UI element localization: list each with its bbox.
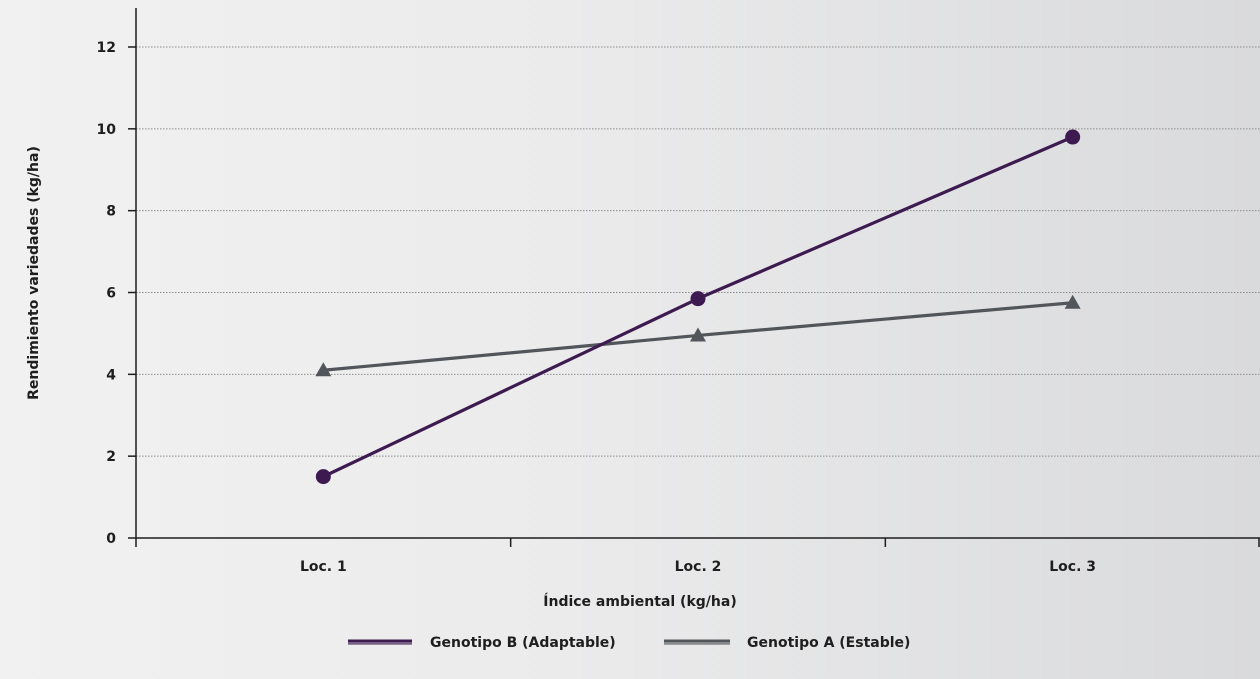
y-tick-label: 12 (97, 40, 116, 56)
x-ticks: Loc. 1 Loc. 2 Loc. 3 (135, 538, 1260, 575)
x-axis-title: Índice ambiental (kg/ha) (543, 593, 736, 610)
y-tick-label: 4 (106, 367, 116, 383)
legend-label-genotipo-a: Genotipo A (Estable) (747, 635, 910, 651)
x-tick-label: Loc. 3 (1049, 559, 1096, 575)
axes (135, 8, 1260, 539)
x-tick-label: Loc. 1 (300, 559, 347, 575)
legend-item-genotipo-b: Genotipo B (Adaptable) (348, 635, 616, 651)
data-point-genotipo-a (1064, 294, 1081, 309)
y-tick-label: 6 (106, 286, 116, 302)
legend: Genotipo B (Adaptable) Genotipo A (Estab… (348, 635, 910, 651)
y-tick-label: 10 (97, 122, 117, 138)
x-tick-label: Loc. 2 (675, 559, 722, 575)
y-tick-label: 0 (106, 531, 116, 547)
legend-label-genotipo-b: Genotipo B (Adaptable) (430, 635, 616, 651)
legend-item-genotipo-a: Genotipo A (Estable) (664, 635, 910, 651)
gridlines (136, 46, 1260, 457)
y-axis-title: Rendimiento variedades (kg/ha) (26, 146, 42, 400)
y-ticks: 0 2 4 6 8 10 12 (97, 40, 136, 547)
y-tick-label: 2 (106, 449, 116, 465)
data-point-genotipo-b (690, 291, 706, 307)
series-line-genotipo-b (322, 135, 1074, 479)
series (315, 129, 1081, 485)
y-tick-label: 8 (106, 204, 116, 220)
data-point-genotipo-a (690, 327, 706, 342)
data-point-genotipo-b (315, 469, 331, 485)
data-point-genotipo-b (1065, 129, 1081, 145)
data-point-genotipo-a (315, 362, 332, 377)
